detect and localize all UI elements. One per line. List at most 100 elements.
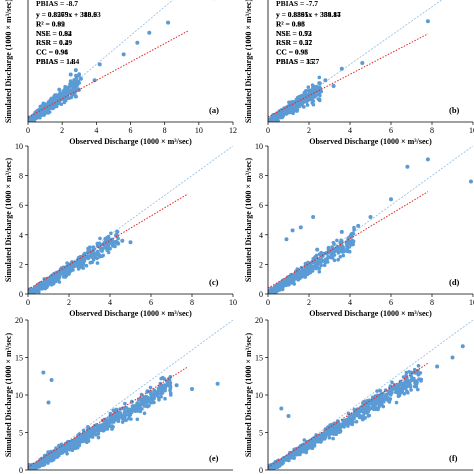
data-point: [69, 92, 74, 97]
data-point: [103, 241, 107, 246]
data-point: [49, 97, 53, 102]
x-tick-label: 6: [389, 126, 393, 135]
x-axis-title: Observed Discharge (1000 × m³/sec): [69, 137, 192, 146]
y-axis-title: Simulated Discharge (1000 × m³/sec): [4, 158, 13, 283]
regression-line: [28, 30, 189, 118]
data-point: [111, 408, 116, 413]
stat-line: PBIAS = 3.7: [276, 57, 316, 66]
data-point: [82, 259, 87, 263]
data-point: [352, 227, 356, 232]
data-point: [96, 244, 101, 249]
stat-line: NSE = 0.93: [276, 29, 312, 38]
data-point: [315, 438, 320, 443]
data-point: [316, 92, 321, 96]
y-axis-title: Simulated Discharge (1000 × m³/sec): [244, 333, 253, 458]
data-point: [347, 245, 352, 249]
data-point: [72, 80, 76, 85]
data-point: [121, 413, 125, 418]
data-point: [86, 438, 90, 442]
x-tick-label: 10: [469, 298, 474, 307]
outlier-point: [215, 381, 220, 386]
stat-line: PBIAS = -7.7: [276, 0, 318, 8]
data-point: [84, 263, 89, 268]
one-to-one-line: [28, 0, 174, 122]
x-tick-label: 8: [190, 298, 194, 307]
data-point: [281, 278, 286, 283]
data-point: [394, 390, 398, 395]
data-point: [291, 100, 296, 105]
data-point: [159, 394, 163, 399]
data-point: [397, 382, 402, 387]
data-point: [334, 432, 339, 437]
data-point: [311, 102, 316, 107]
outlier-point: [317, 81, 322, 86]
data-point: [351, 239, 356, 244]
x-tick-label: 2: [67, 298, 71, 307]
data-point: [416, 387, 420, 392]
data-point: [301, 268, 305, 272]
data-point: [67, 443, 71, 448]
x-tick-label: 0: [266, 126, 270, 135]
stat-line: CC = 0.96: [276, 48, 308, 57]
x-tick-label: 4: [348, 298, 352, 307]
data-point: [317, 266, 322, 271]
data-point: [77, 441, 82, 446]
panel-label: (c): [209, 277, 219, 287]
data-point: [362, 410, 367, 415]
y-tick-label: 10: [255, 391, 263, 400]
data-point: [336, 257, 341, 262]
data-point: [31, 116, 36, 121]
data-point: [382, 396, 387, 400]
x-tick-label: 10: [195, 126, 203, 135]
data-point: [332, 242, 336, 246]
outlier-point: [73, 68, 78, 73]
outlier-point: [425, 157, 430, 162]
data-point: [314, 84, 319, 89]
data-point: [308, 270, 313, 275]
data-point: [86, 250, 90, 254]
outlier-point: [121, 52, 126, 57]
stat-line: NSE = 0.84: [36, 29, 72, 38]
regression-line: [268, 191, 429, 289]
data-point: [394, 400, 399, 405]
data-point: [282, 458, 286, 462]
data-point: [44, 281, 48, 286]
x-tick-label: 10: [469, 126, 474, 135]
data-point: [409, 374, 414, 379]
stat-line: NSE = 0.72: [276, 29, 312, 38]
data-point: [165, 381, 170, 385]
data-point: [90, 435, 95, 439]
data-point: [50, 106, 54, 110]
x-tick-label: 4: [94, 126, 98, 135]
data-point: [46, 458, 51, 462]
data-point: [366, 414, 371, 418]
y-axis-title: Simulated Discharge (1000 × m³/sec): [244, 158, 253, 283]
data-point: [96, 435, 101, 440]
plot-area: [28, 320, 233, 470]
data-point: [75, 445, 80, 450]
data-point: [308, 439, 313, 443]
data-point: [77, 266, 81, 270]
data-point: [74, 442, 78, 447]
data-point: [329, 252, 334, 257]
data-point: [346, 236, 351, 241]
outlier-point: [147, 30, 152, 35]
data-point: [106, 418, 111, 422]
data-point: [379, 399, 383, 404]
data-point: [74, 94, 78, 99]
data-point: [299, 272, 303, 277]
outlier-point: [409, 378, 414, 382]
outlier-point: [279, 406, 284, 411]
y-tick-label: 15: [255, 354, 263, 363]
data-point: [304, 267, 309, 272]
outlier-point: [425, 19, 430, 24]
x-tick-label: 8: [430, 298, 434, 307]
outlier-point: [78, 76, 83, 81]
data-point: [332, 427, 337, 431]
data-point: [57, 448, 61, 453]
outlier-point: [450, 355, 455, 360]
data-point: [46, 278, 51, 283]
